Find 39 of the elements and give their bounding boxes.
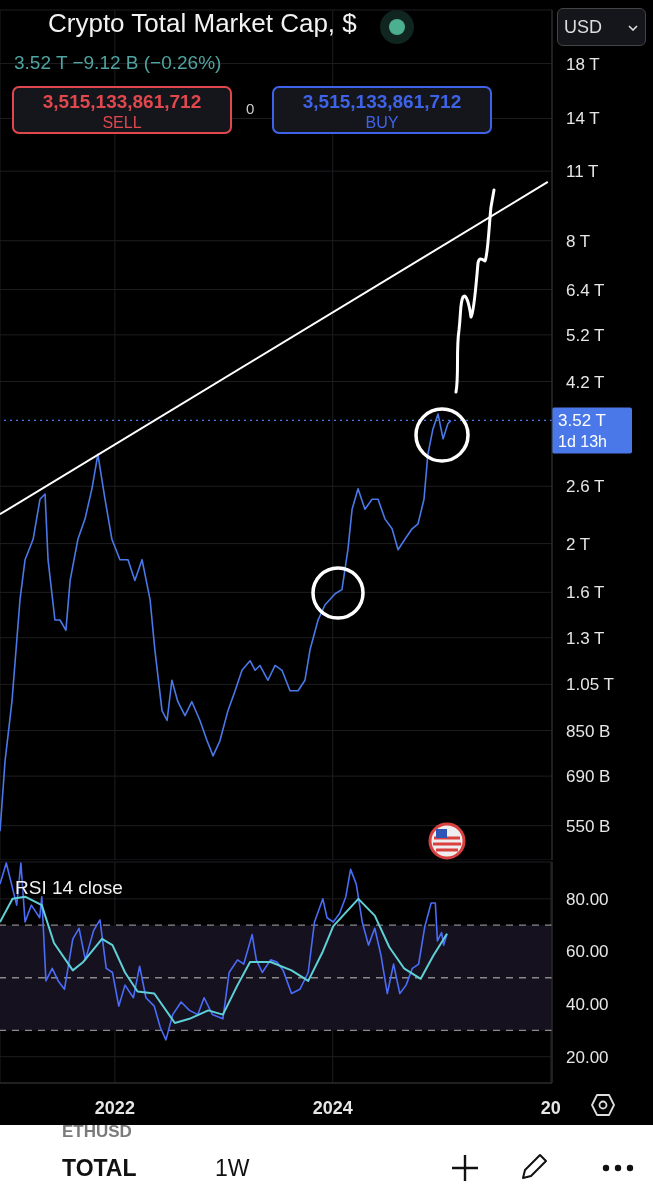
y-tick-label: 2.6 T [566, 477, 605, 497]
annotation: SELL [101, 114, 143, 132]
x-tick-label: 2024 [312, 1097, 353, 1118]
text: TOTAL [62, 1155, 137, 1182]
y-tick-label: 60.00 [566, 942, 609, 962]
y-tick-label: 1.6 T [566, 583, 605, 603]
y-tick-label: 690 B [566, 767, 611, 787]
annotation: 3,515,133,861,712 [41, 91, 203, 113]
ref-line-label: 3.52 T [558, 411, 606, 431]
text: 3.52 T −9.12 B (−0.26%) [14, 52, 222, 74]
chart-title: Crypto Total Market Cap, $ [48, 8, 357, 39]
y-tick-label: 5.2 T [566, 325, 605, 345]
y-tick-label: 4.2 T [566, 372, 605, 392]
currency-dropdown[interactable]: USD [557, 8, 646, 46]
y-tick-label: 40.00 [566, 995, 609, 1015]
y-tick-label: 1.05 T [566, 675, 614, 695]
y-tick-label: 6.4 T [566, 280, 605, 300]
annotation: 3,515,133,861,712 [301, 91, 463, 113]
y-tick-label: 1.3 T [566, 628, 605, 648]
annotation: BUY [364, 114, 400, 132]
text: 1d 13h [558, 433, 607, 451]
y-tick-label: 20.00 [566, 1047, 609, 1067]
line-series [0, 862, 448, 1041]
annotation: 0 [246, 100, 255, 117]
text: ETHUSD [62, 1122, 132, 1142]
y-tick-label: 80.00 [566, 889, 609, 909]
y-tick-label: 2 T [566, 534, 591, 554]
y-tick-label: 550 B [566, 816, 611, 836]
y-tick-label: 8 T [566, 231, 591, 251]
y-tick-label: 14 T [566, 109, 600, 129]
x-tick-label: 20 [540, 1097, 561, 1118]
text: 1W [215, 1155, 250, 1182]
sell-button[interactable]: 3,515,133,861,712 SELL [12, 86, 232, 134]
x-tick-label: 2022 [94, 1097, 135, 1118]
y-tick-label: 11 T [566, 162, 599, 182]
y-tick-label: 850 B [566, 721, 611, 741]
y-tick-label: 18 T [566, 54, 600, 74]
line-series [0, 895, 448, 1025]
buy-button[interactable]: 3,515,133,861,712 BUY [272, 86, 492, 134]
